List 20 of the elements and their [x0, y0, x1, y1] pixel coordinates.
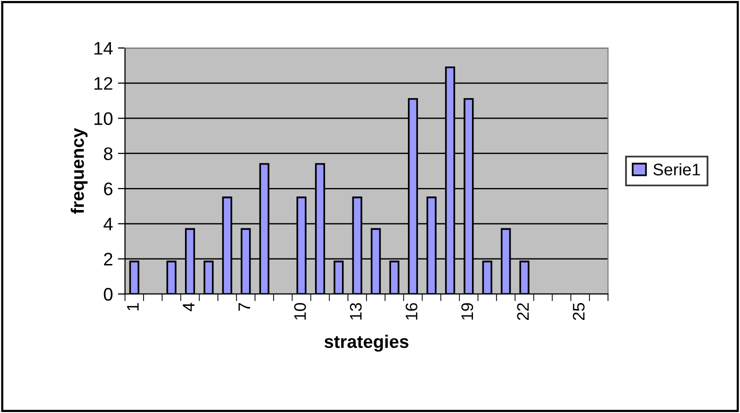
x-tick-label: 13	[350, 303, 362, 320]
x-tick-label: 10	[294, 302, 306, 320]
y-tick-label: 6	[104, 182, 112, 196]
x-tick-label: 16	[406, 303, 418, 320]
x-tick-label: 1	[127, 303, 139, 310]
y-tick-label: 14	[94, 42, 113, 55]
x-axis-title: strategies	[324, 334, 408, 352]
y-tick-label: 8	[104, 147, 112, 160]
y-tick-label: 0	[104, 288, 112, 301]
y-tick-label: 12	[94, 77, 112, 90]
x-tick-label: 4	[182, 302, 194, 312]
x-tick-label: 7	[238, 303, 250, 311]
x-tick-label: 19	[461, 303, 474, 320]
y-axis-title: frequency	[70, 128, 88, 214]
y-tick-label: 2	[104, 252, 112, 266]
y-tick-label: 10	[94, 112, 112, 126]
y-tick-label: 4	[104, 218, 113, 230]
x-tick-label: 22	[517, 303, 529, 320]
legend-label: Serie1	[653, 163, 700, 176]
x-tick-label: 25	[572, 303, 585, 320]
